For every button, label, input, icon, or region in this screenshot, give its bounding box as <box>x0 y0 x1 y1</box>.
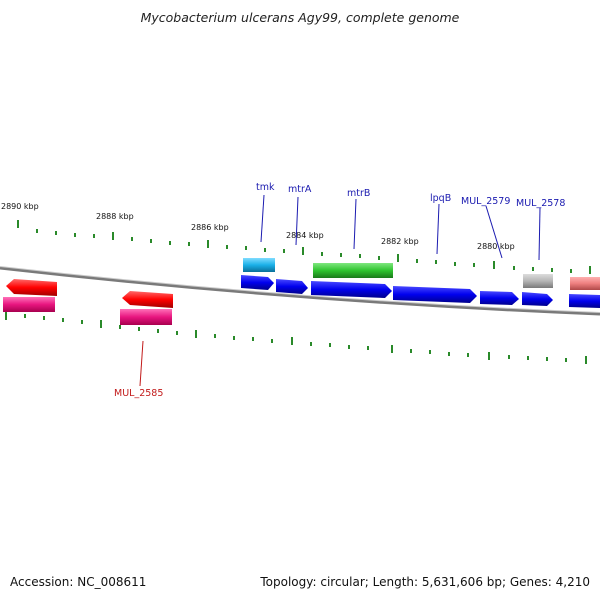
lower-tick-row <box>5 312 587 364</box>
gene-label-mtrB: mtrB <box>347 188 370 199</box>
map-title: Mycobacterium ulcerans Agy99, complete g… <box>140 10 460 25</box>
cds-forward-right-edge[interactable] <box>569 294 600 308</box>
cds-forward-lpqB[interactable] <box>393 286 477 303</box>
dna-backbone-highlight <box>0 266 600 313</box>
feature-MUL_2578[interactable] <box>523 274 553 288</box>
gene-label-mtrA: mtrA <box>288 184 312 195</box>
gene-label-MUL_2578: MUL_2578 <box>516 198 565 209</box>
gene-label-lpqB: lpqB <box>430 193 451 204</box>
feature-tmk[interactable] <box>243 258 275 272</box>
kbp-label-2880: 2880 kbp <box>477 242 515 251</box>
leader-line-mtrA <box>295 196 299 246</box>
accession-text: Accession: NC_008611 <box>10 575 147 589</box>
feature-pink-left[interactable] <box>3 297 55 312</box>
leader-line-MUL_2578 <box>538 207 541 261</box>
cds-reverse-left[interactable] <box>6 279 57 296</box>
leader-line-tmk <box>260 194 265 243</box>
dna-backbone <box>0 266 600 316</box>
genome-summary-text: Topology: circular; Length: 5,631,606 bp… <box>260 575 590 589</box>
leader-line-mtrB <box>353 198 357 250</box>
cds-forward-MUL_2578[interactable] <box>522 292 553 306</box>
leader-line-lpqB <box>436 203 440 255</box>
upper-tick-row <box>17 220 591 274</box>
kbp-label-2884: 2884 kbp <box>286 231 324 240</box>
kbp-label-2890: 2890 kbp <box>1 202 39 211</box>
leader-line-MUL_2579 <box>485 205 503 259</box>
gene-label-tmk: tmk <box>256 182 275 193</box>
cds-reverse-MUL_2585[interactable] <box>122 291 173 308</box>
gene-label-MUL_2579: MUL_2579 <box>461 196 510 207</box>
kbp-label-2888: 2888 kbp <box>96 212 134 221</box>
kbp-label-2882: 2882 kbp <box>381 237 419 246</box>
feature-pink-MUL_2585[interactable] <box>120 309 172 325</box>
cds-forward-mtrA[interactable] <box>276 279 308 294</box>
cds-forward-MUL_2579[interactable] <box>480 291 519 305</box>
kbp-label-2886: 2886 kbp <box>191 223 229 232</box>
gene-label-MUL_2585: MUL_2585 <box>114 388 163 399</box>
feature-mtrB[interactable] <box>313 263 393 278</box>
cds-forward-tmk[interactable] <box>241 275 274 290</box>
feature-right-edge[interactable] <box>570 277 600 290</box>
cds-forward-mtrB[interactable] <box>311 281 392 298</box>
leader-line-MUL_2585 <box>139 340 144 387</box>
